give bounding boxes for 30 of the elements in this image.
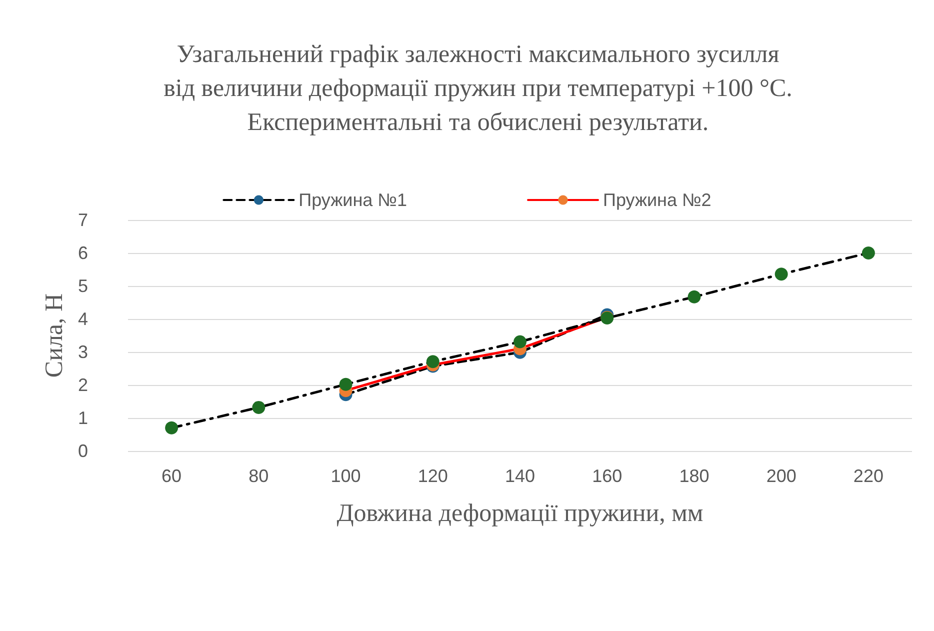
x-tick-label: 140 [504, 466, 536, 486]
point [688, 290, 701, 304]
point [514, 335, 526, 348]
point [774, 268, 788, 281]
y-tick-label: 2 [78, 375, 88, 395]
point [339, 378, 352, 391]
x-tick-label: 200 [766, 466, 796, 486]
point [252, 400, 266, 414]
y-tick-label: 5 [78, 276, 88, 296]
x-tick-label: 80 [248, 466, 269, 486]
y-tick-label: 3 [78, 342, 88, 362]
x-axis-title: Довжина деформації пружини, мм [336, 500, 704, 527]
x-tick-label: 100 [330, 466, 361, 486]
x-tick-label: 160 [592, 466, 622, 486]
point [426, 355, 440, 368]
y-tick-label: 1 [78, 408, 88, 428]
x-tick-label: 120 [418, 466, 448, 486]
x-tick-label: 60 [162, 466, 182, 486]
legend-label: Пружина №1 [298, 190, 408, 210]
legend-label: Пружина №2 [603, 190, 712, 210]
chart-title: Узагальнений графік залежності максимального зусилля від величини деформації пружин при температурі +100 °С. Експериментальні та обчислені результати. [162, 40, 794, 138]
x-tick-label: 180 [679, 466, 710, 486]
y-axis-title: Сила, Н [41, 293, 68, 378]
point [165, 421, 178, 434]
y-tick-label: 0 [78, 441, 88, 461]
point [862, 246, 875, 260]
x-tick-label: 220 [853, 466, 884, 486]
y-tick-label: 7 [78, 210, 88, 230]
y-tick-label: 4 [78, 309, 88, 329]
y-tick-label: 6 [78, 243, 88, 263]
